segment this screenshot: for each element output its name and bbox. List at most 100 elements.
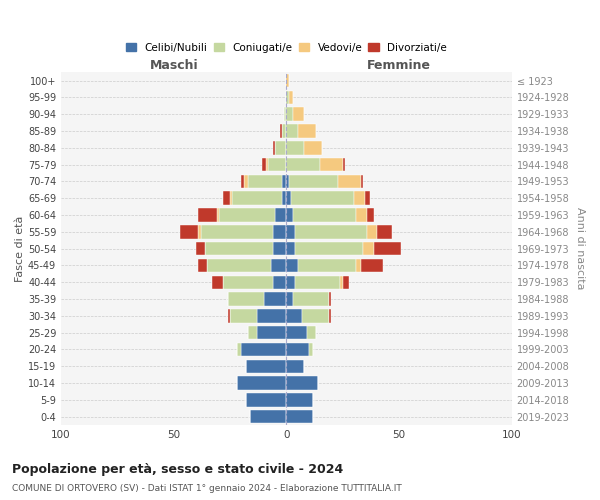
Bar bbox=[241, 343, 286, 356]
Bar bbox=[273, 141, 275, 154]
Bar bbox=[298, 258, 356, 272]
Bar bbox=[286, 174, 289, 188]
Bar bbox=[230, 192, 232, 205]
Bar bbox=[286, 124, 298, 138]
Bar bbox=[246, 360, 286, 373]
Bar bbox=[237, 376, 286, 390]
Bar bbox=[286, 192, 291, 205]
Bar bbox=[199, 258, 208, 272]
Bar bbox=[286, 360, 304, 373]
Bar bbox=[205, 242, 273, 256]
Y-axis label: Anni di nascita: Anni di nascita bbox=[575, 208, 585, 290]
Bar bbox=[266, 158, 268, 172]
Bar bbox=[286, 343, 309, 356]
Bar bbox=[356, 258, 361, 272]
Bar bbox=[361, 258, 383, 272]
Bar bbox=[354, 192, 365, 205]
Bar bbox=[286, 242, 295, 256]
Bar bbox=[232, 192, 282, 205]
Bar bbox=[223, 192, 230, 205]
Bar bbox=[307, 326, 316, 340]
Bar bbox=[262, 158, 266, 172]
Bar bbox=[367, 208, 374, 222]
Bar bbox=[295, 242, 363, 256]
Bar bbox=[248, 326, 257, 340]
Bar bbox=[273, 276, 286, 289]
Bar bbox=[286, 258, 298, 272]
Bar bbox=[286, 208, 293, 222]
Bar bbox=[286, 309, 302, 322]
Bar bbox=[286, 326, 307, 340]
Bar bbox=[343, 276, 349, 289]
Bar bbox=[201, 225, 273, 238]
Bar bbox=[286, 393, 313, 406]
Bar bbox=[264, 292, 286, 306]
Bar bbox=[268, 158, 286, 172]
Bar bbox=[295, 276, 340, 289]
Bar bbox=[377, 225, 392, 238]
Bar bbox=[208, 258, 271, 272]
Bar bbox=[293, 208, 356, 222]
Bar bbox=[217, 208, 219, 222]
Bar bbox=[329, 292, 331, 306]
Bar bbox=[286, 292, 293, 306]
Bar bbox=[304, 141, 322, 154]
Bar bbox=[338, 174, 361, 188]
Bar bbox=[284, 108, 286, 121]
Bar bbox=[286, 90, 289, 104]
Bar bbox=[273, 225, 286, 238]
Bar bbox=[340, 276, 343, 289]
Bar bbox=[291, 192, 354, 205]
Bar bbox=[230, 309, 257, 322]
Bar bbox=[293, 292, 329, 306]
Bar bbox=[293, 108, 304, 121]
Bar bbox=[343, 158, 345, 172]
Text: Femmine: Femmine bbox=[367, 59, 431, 72]
Bar bbox=[275, 141, 286, 154]
Bar bbox=[246, 393, 286, 406]
Bar bbox=[250, 410, 286, 424]
Bar bbox=[181, 225, 199, 238]
Bar bbox=[286, 74, 289, 88]
Bar bbox=[271, 258, 286, 272]
Bar bbox=[248, 174, 282, 188]
Bar bbox=[302, 309, 329, 322]
Bar bbox=[286, 410, 313, 424]
Bar bbox=[320, 158, 343, 172]
Bar bbox=[199, 225, 201, 238]
Bar bbox=[282, 124, 286, 138]
Bar bbox=[199, 208, 217, 222]
Bar bbox=[282, 174, 286, 188]
Bar bbox=[329, 309, 331, 322]
Text: Maschi: Maschi bbox=[149, 59, 198, 72]
Bar bbox=[298, 124, 316, 138]
Legend: Celibi/Nubili, Coniugati/e, Vedovi/e, Divorziati/e: Celibi/Nubili, Coniugati/e, Vedovi/e, Di… bbox=[122, 38, 451, 57]
Bar bbox=[361, 174, 363, 188]
Bar bbox=[257, 309, 286, 322]
Bar bbox=[356, 208, 367, 222]
Bar bbox=[275, 208, 286, 222]
Bar bbox=[244, 174, 248, 188]
Bar bbox=[367, 225, 377, 238]
Bar bbox=[286, 376, 318, 390]
Bar bbox=[196, 242, 205, 256]
Bar bbox=[223, 276, 273, 289]
Bar bbox=[257, 326, 286, 340]
Bar bbox=[286, 108, 293, 121]
Bar bbox=[286, 225, 295, 238]
Bar bbox=[374, 242, 401, 256]
Bar bbox=[282, 192, 286, 205]
Bar bbox=[212, 276, 223, 289]
Bar bbox=[286, 141, 304, 154]
Bar bbox=[289, 90, 293, 104]
Bar bbox=[286, 276, 295, 289]
Bar bbox=[228, 309, 230, 322]
Bar bbox=[228, 292, 264, 306]
Bar bbox=[219, 208, 275, 222]
Bar bbox=[289, 174, 338, 188]
Bar bbox=[309, 343, 313, 356]
Bar bbox=[363, 242, 374, 256]
Text: COMUNE DI ORTOVERO (SV) - Dati ISTAT 1° gennaio 2024 - Elaborazione TUTTITALIA.I: COMUNE DI ORTOVERO (SV) - Dati ISTAT 1° … bbox=[12, 484, 402, 493]
Bar bbox=[241, 174, 244, 188]
Bar bbox=[237, 343, 241, 356]
